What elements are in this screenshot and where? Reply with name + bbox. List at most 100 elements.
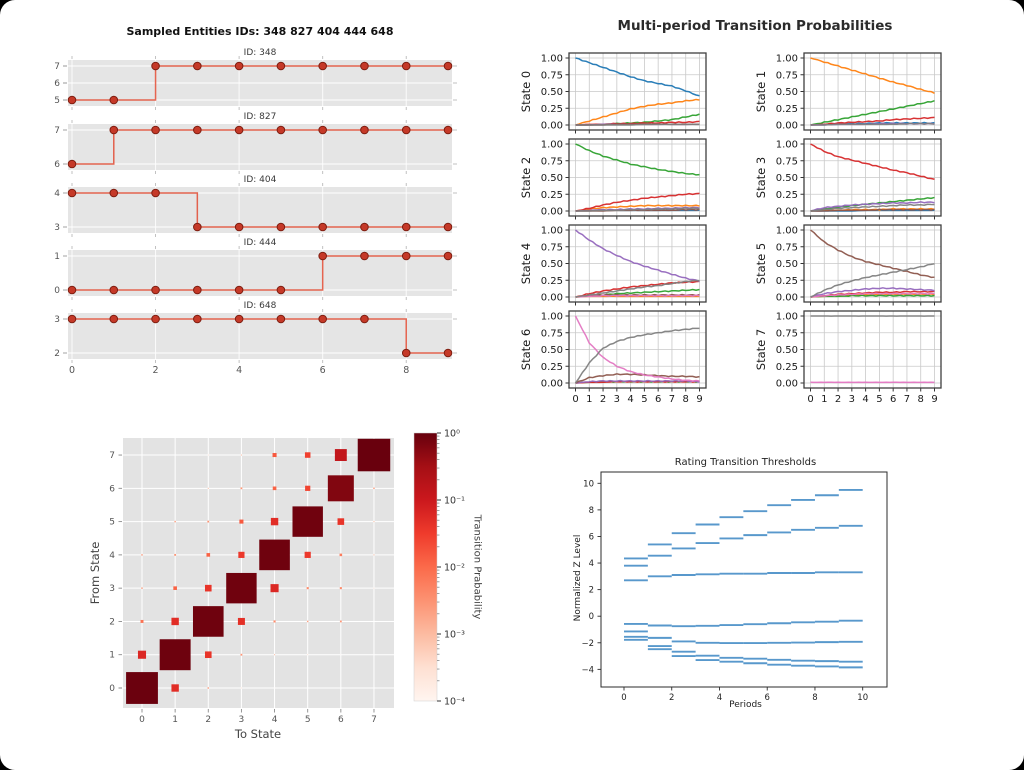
xtick-label: 10 (857, 693, 868, 703)
xtick-label: 4 (717, 693, 722, 703)
matrix-cell (173, 586, 177, 590)
matrix-cell (337, 518, 345, 525)
matrix-cell (273, 620, 276, 623)
ytick-label: 0.75 (541, 242, 563, 253)
colorbar-tick-label: 10⁻⁴ (444, 697, 465, 708)
matrix-cell (339, 620, 342, 623)
matrix-cell (237, 617, 245, 625)
xtick-label: 3 (239, 715, 245, 725)
xtick-label: 3 (849, 394, 855, 405)
probability-line-to-state-1 (575, 98, 700, 126)
xtick-label: 0 (807, 394, 813, 405)
xtick-label: 5 (305, 715, 311, 725)
probability-line-to-state-7 (575, 207, 700, 212)
xtick-label: 6 (890, 394, 896, 405)
xtick-label: 5 (876, 394, 882, 405)
ytick-label: 0.00 (776, 207, 798, 218)
data-marker (151, 314, 160, 324)
threshold-line (624, 638, 863, 669)
matrix-cell (192, 606, 224, 637)
data-marker (193, 125, 202, 135)
data-marker (443, 222, 453, 232)
subplot-title: ID: 348 (244, 48, 277, 58)
xtick-label: 7 (904, 394, 910, 405)
matrix-cell (240, 487, 243, 490)
xtick-label: 5 (641, 394, 647, 405)
matrix-cell (339, 553, 343, 557)
state-axis-label: State 1 (754, 71, 768, 112)
threshold-line (624, 488, 863, 560)
probability-line-to-state-6 (574, 315, 700, 382)
threshold-line (624, 571, 863, 582)
ytick-label: 1.00 (541, 226, 563, 237)
data-marker (67, 95, 77, 105)
data-marker (193, 314, 202, 324)
plot-background (68, 250, 452, 296)
data-marker (443, 125, 453, 135)
probability-line-to-state-4 (575, 379, 700, 384)
matrix-cell (141, 587, 143, 589)
xtick-label: 8 (683, 394, 689, 405)
xtick-label: 9 (931, 394, 937, 405)
matrix-cell (270, 517, 279, 526)
state-axis-label: State 0 (519, 71, 533, 112)
plot-border (568, 310, 707, 389)
probability-line-to-state-3 (810, 116, 935, 126)
matrix-cell (357, 438, 391, 472)
probability-line-to-state-7 (574, 327, 700, 384)
probability-line-to-state-0 (575, 57, 700, 97)
ytick-label: 5 (109, 518, 115, 528)
matrix-cell (270, 584, 279, 593)
matrix-cell (334, 449, 347, 461)
data-marker (360, 314, 369, 324)
matrix-cell (174, 520, 176, 523)
subplot-title: ID: 827 (244, 112, 277, 122)
matrix-cell (274, 654, 276, 656)
ytick-label: 8 (589, 506, 594, 516)
ytick-label: 0 (589, 612, 594, 622)
data-marker (318, 125, 327, 135)
ytick-label: 7 (54, 62, 60, 72)
data-marker (360, 61, 369, 71)
probability-line-to-state-3 (810, 143, 935, 181)
hinton-yaxis-label: From State (88, 541, 102, 605)
state-subplot: 1.00 0.75 0.50 0.25 0.00 0 1 2 3 4 5 6 7 8 9 State 7 (754, 310, 942, 405)
xtick-label: 6 (338, 715, 344, 725)
matrix-cell (240, 454, 242, 456)
data-marker (401, 348, 411, 358)
subplot-title: ID: 404 (244, 175, 277, 185)
ytick-label: 0.50 (541, 173, 563, 184)
ytick-label: 6 (54, 160, 60, 170)
state-axis-label: State 4 (519, 243, 533, 284)
matrix-cell (207, 454, 209, 456)
probability-line-to-state-5 (810, 229, 935, 279)
matrix-cell (306, 587, 309, 590)
data-marker (151, 188, 160, 198)
ytick-label: 3 (54, 223, 60, 233)
matrix-cell (204, 651, 212, 659)
probability-line-to-state-5 (575, 373, 700, 384)
probability-line-to-state-2 (810, 100, 935, 126)
ytick-label: 1 (54, 252, 60, 262)
thresholds-yaxis-label: Normalized Z Level (573, 534, 583, 622)
data-marker (67, 159, 77, 169)
ytick-label: 0.75 (776, 156, 798, 167)
probability-line-to-state-7 (575, 279, 700, 298)
entity-subplot: 6 7 ID: 827 (54, 112, 457, 174)
ytick-label: 4 (109, 551, 115, 561)
data-marker (234, 285, 244, 295)
data-marker (109, 285, 119, 295)
probability-line-to-state-4 (810, 201, 935, 212)
ytick-label: 0.25 (541, 190, 563, 201)
xtick-label: 6 (320, 365, 326, 376)
plot-border (568, 224, 707, 303)
ytick-label: 0.75 (776, 70, 798, 81)
xtick-label: 8 (918, 394, 924, 405)
subplot-title: ID: 648 (244, 301, 277, 311)
data-marker (401, 125, 411, 135)
xtick-label: 7 (669, 394, 675, 405)
matrix-cell (174, 553, 177, 556)
data-marker (109, 125, 119, 135)
matrix-cell (238, 551, 245, 558)
ytick-label: 1.00 (776, 226, 798, 237)
